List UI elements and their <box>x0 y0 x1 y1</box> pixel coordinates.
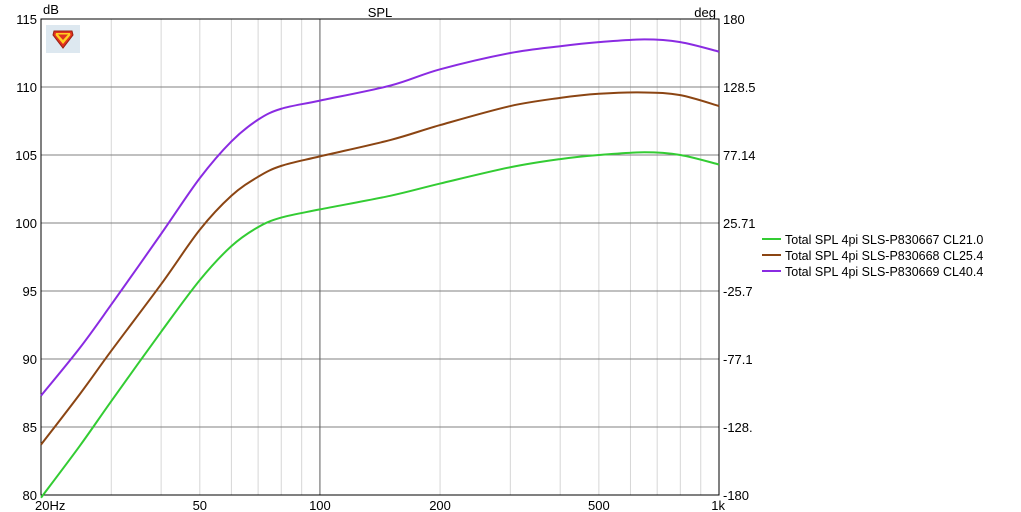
y-tick-label: 80 <box>23 488 37 503</box>
y2-axis-unit-label: deg <box>694 5 716 20</box>
x-tick-label: 200 <box>429 498 451 512</box>
chart-title: SPL <box>368 5 393 20</box>
y-tick-label: 115 <box>16 12 37 27</box>
y2-tick-label: 77.14 <box>723 148 756 163</box>
minor-grid <box>110 19 702 495</box>
x-tick-label: 1k <box>711 498 725 512</box>
plot-frame <box>40 18 720 496</box>
axis-labels: 80 85 90 95 100 105 110 115 180 128.5 77.14 25.71 -2… <box>15 12 755 512</box>
y-tick-label: 110 <box>16 80 37 95</box>
x-tick-label: 20Hz <box>35 498 65 512</box>
y-tick-label: 90 <box>23 352 37 367</box>
x-tick-label: 50 <box>193 498 207 512</box>
y2-tick-label: -180 <box>723 488 749 503</box>
legend-label: Total SPL 4pi SLS-P830667 CL21.0 <box>785 233 983 247</box>
series-layer <box>40 38 720 499</box>
y-tick-label: 105 <box>15 148 37 163</box>
legend-label: Total SPL 4pi SLS-P830669 CL40.4 <box>785 265 983 279</box>
legend-label: Total SPL 4pi SLS-P830668 CL25.4 <box>785 249 983 263</box>
y-tick-label: 85 <box>23 420 37 435</box>
legend: Total SPL 4pi SLS-P830667 CL21.0 Total SP… <box>762 233 983 279</box>
y2-tick-label: 180 <box>723 12 745 27</box>
x-tick-label: 100 <box>309 498 331 512</box>
y2-tick-label: -77.1 <box>723 352 753 367</box>
y-tick-label: 100 <box>15 216 37 231</box>
shield-logo-icon <box>46 25 80 53</box>
y2-tick-label: -128. <box>723 420 753 435</box>
series-line-2 <box>40 91 720 446</box>
major-grid <box>41 19 719 495</box>
x-tick-label: 500 <box>588 498 610 512</box>
y-axis-unit-label: dB <box>43 2 59 17</box>
y2-tick-label: 25.71 <box>723 216 756 231</box>
series-line-3 <box>40 38 720 397</box>
y-tick-label: 95 <box>23 284 37 299</box>
y2-tick-label: 128.5 <box>723 80 756 95</box>
series-line-1 <box>40 151 720 499</box>
y2-tick-label: -25.7 <box>723 284 753 299</box>
